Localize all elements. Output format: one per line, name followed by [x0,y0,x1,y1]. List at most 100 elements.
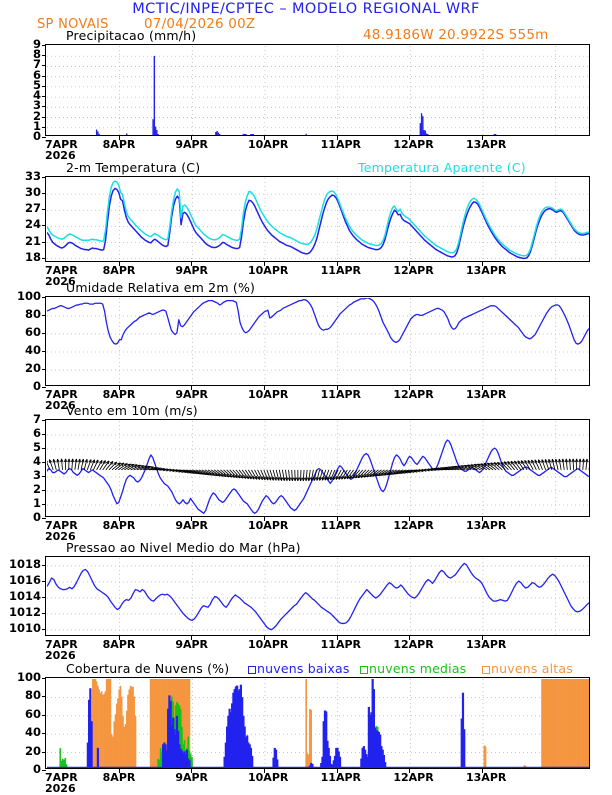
y-tick-mark [42,629,46,630]
y-tick-mark [42,351,46,352]
y-tick-label: 80 [25,307,41,321]
x-tick-label-8APR: 8APR [103,638,136,651]
y-tick-mark [42,504,46,505]
y-tick-mark [42,242,46,243]
y-tick-mark [42,715,46,716]
y-tick-label: 100 [17,670,41,684]
legend-label: nuvens baixas [257,661,350,676]
x-tick-label-13APR: 13APR [466,264,506,277]
y-tick-mark [42,297,46,298]
x-tick-label-10APR: 10APR [248,771,288,784]
x-tick-label-8APR: 8APR [103,138,136,151]
y-tick-label: 4 [33,454,41,468]
x-tick-label-12APR: 12APR [393,388,433,401]
y-tick-mark [42,225,46,226]
x-tick-label-11APR: 11APR [321,638,361,651]
page-title: MCTIC/INPE/CPTEC – MODELO REGIONAL WRF [0,1,612,17]
y-tick-label: 20 [25,744,41,758]
plot-area-wind [45,419,590,517]
x-tick-label-12APR: 12APR [393,771,433,784]
y-tick-label: 80 [25,688,41,702]
plot-area-temperature [45,176,590,262]
x-tick-label-11APR: 11APR [321,264,361,277]
y-tick-label: 60 [25,707,41,721]
y-tick-mark [42,333,46,334]
y-tick-label: 6 [33,426,41,440]
x-tick-label-9APR: 9APR [175,264,208,277]
y-tick-mark [42,117,46,118]
y-tick-mark [42,369,46,370]
y-tick-label: 1010 [9,621,41,635]
legend-swatch-icon [248,666,256,674]
x-tick-label-12APR: 12APR [393,138,433,151]
x-tick-label-11APR: 11APR [321,771,361,784]
panel-title-pressure: Pressao ao Nivel Medio do Mar (hPa) [66,540,301,555]
y-tick-mark [42,597,46,598]
y-tick-label: 3 [33,468,41,482]
x-tick-label-8APR: 8APR [103,388,136,401]
y-tick-mark [42,315,46,316]
y-tick-mark [42,476,46,477]
x-tick-label-8APR: 8APR [103,519,136,532]
y-tick-mark [42,448,46,449]
y-tick-label: 0 [33,762,41,776]
y-tick-label: 20 [25,361,41,375]
y-tick-label: 1018 [9,557,41,571]
y-tick-mark [42,55,46,56]
y-tick-label: 1016 [9,573,41,587]
x-tick-label-11APR: 11APR [321,519,361,532]
y-tick-label: 60 [25,325,41,339]
y-tick-label: 1 [33,496,41,510]
plot-area-pressure [45,556,590,636]
y-tick-mark [42,65,46,66]
x-axis-year: 2026 [45,782,76,795]
y-tick-mark [42,106,46,107]
y-tick-mark [42,420,46,421]
y-tick-mark [42,76,46,77]
x-tick-label-13APR: 13APR [466,388,506,401]
panel-title-temperature: 2-m Temperatura (C) [66,160,200,175]
legend-label: nuvens altas [491,661,573,676]
plot-area-precipitation [45,44,590,136]
y-tick-mark [42,45,46,46]
plot-area-clouds [45,677,590,769]
y-tick-mark [42,490,46,491]
y-tick-label: 0 [33,379,41,393]
x-tick-label-12APR: 12APR [393,264,433,277]
y-tick-label: 100 [17,289,41,303]
x-tick-label-12APR: 12APR [393,638,433,651]
legend-swatch-icon [360,666,368,674]
y-tick-mark [42,209,46,210]
legend-swatch-icon [482,666,490,674]
panel-title-wind: Vento em 10m (m/s) [66,403,198,418]
y-tick-mark [42,177,46,178]
legend-item-nuvens-medias: nuvens medias [360,661,466,676]
x-tick-label-9APR: 9APR [175,388,208,401]
y-tick-label: 33 [25,169,41,183]
y-tick-mark [42,193,46,194]
y-tick-mark [42,733,46,734]
y-tick-mark [42,565,46,566]
y-tick-label: 40 [25,343,41,357]
panel-title-apparent-temperature: Temperatura Aparente (C) [358,160,526,175]
y-tick-mark [42,86,46,87]
y-tick-mark [42,434,46,435]
legend-item-nuvens-altas: nuvens altas [482,661,573,676]
y-tick-label: 5 [33,440,41,454]
x-tick-label-11APR: 11APR [321,388,361,401]
x-tick-label-13APR: 13APR [466,638,506,651]
x-tick-label-10APR: 10APR [248,264,288,277]
y-tick-label: 40 [25,725,41,739]
x-tick-label-12APR: 12APR [393,519,433,532]
x-tick-label-10APR: 10APR [248,138,288,151]
x-tick-label-13APR: 13APR [466,771,506,784]
x-tick-label-9APR: 9APR [175,771,208,784]
x-tick-label-13APR: 13APR [466,138,506,151]
x-tick-label-9APR: 9APR [175,638,208,651]
x-tick-label-13APR: 13APR [466,519,506,532]
y-tick-label: 18 [25,250,41,264]
y-tick-label: 24 [25,217,41,231]
x-tick-label-8APR: 8APR [103,771,136,784]
y-tick-mark [42,752,46,753]
legend-label: nuvens medias [369,661,466,676]
